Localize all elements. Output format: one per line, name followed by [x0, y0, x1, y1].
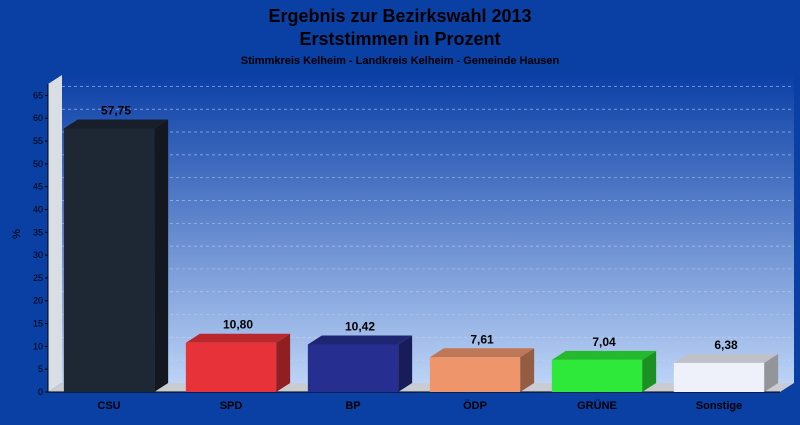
bar-top [63, 119, 169, 129]
bar-top [429, 348, 535, 358]
bar [185, 342, 277, 392]
y-tick-label: 60 [33, 113, 43, 123]
x-tick-label: GRÜNE [577, 399, 617, 412]
bar-side [520, 348, 535, 392]
bar [429, 357, 521, 392]
x-tick-label: BP [345, 400, 360, 412]
bar-top [673, 353, 779, 363]
bar-top [185, 333, 291, 343]
plot-background [62, 75, 794, 383]
y-tick-label: 0 [38, 387, 43, 397]
bar [673, 362, 765, 392]
y-tick-label: 10 [33, 341, 43, 351]
bar-side [154, 119, 169, 392]
bar [307, 344, 399, 392]
data-label: 10,42 [345, 319, 375, 333]
y-tick-label: 30 [33, 250, 43, 260]
y-tick-label: 65 [33, 90, 43, 100]
y-tick-label: 35 [33, 227, 43, 237]
y-axis-label: % [11, 229, 23, 239]
x-tick-label: ÖDP [463, 399, 487, 412]
bar-side [398, 335, 413, 392]
y-tick-label: 20 [33, 296, 43, 306]
chart-title: Ergebnis zur Bezirkswahl 2013 [268, 6, 531, 26]
y-tick-label: 50 [33, 159, 43, 169]
x-tick-label: CSU [97, 400, 120, 412]
y-tick-label: 5 [38, 364, 43, 374]
data-label: 57,75 [101, 103, 131, 117]
bar-top [551, 350, 657, 360]
x-tick-label: Sonstige [696, 400, 742, 412]
data-label: 6,38 [714, 338, 738, 352]
y-tick-label: 55 [33, 136, 43, 146]
x-tick-label: SPD [220, 400, 243, 412]
data-label: 10,80 [223, 318, 253, 332]
bar-side [276, 333, 291, 392]
bar [551, 359, 643, 392]
bar [63, 128, 155, 392]
chart-caption: Stimmkreis Kelheim - Landkreis Kelheim -… [241, 55, 560, 67]
y-tick-label: 45 [33, 182, 43, 192]
y-tick-label: 40 [33, 204, 43, 214]
bar-top [307, 335, 413, 345]
bar-side [764, 353, 779, 392]
bar-side [642, 350, 657, 392]
chart-subtitle: Erststimmen in Prozent [299, 29, 500, 49]
left-wall [48, 75, 62, 392]
y-tick-label: 15 [33, 319, 43, 329]
data-label: 7,04 [592, 335, 616, 349]
y-tick-label: 25 [33, 273, 43, 283]
data-label: 7,61 [470, 332, 494, 346]
